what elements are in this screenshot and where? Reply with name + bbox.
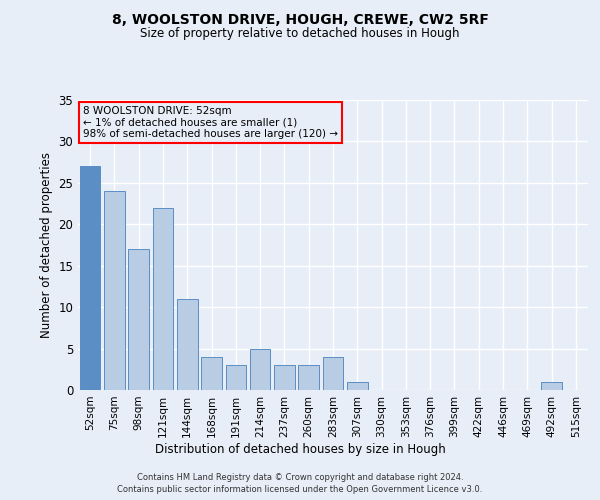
Text: Size of property relative to detached houses in Hough: Size of property relative to detached ho…	[140, 28, 460, 40]
Text: Contains HM Land Registry data © Crown copyright and database right 2024.: Contains HM Land Registry data © Crown c…	[137, 472, 463, 482]
Bar	[298, 365, 319, 390]
Text: Contains public sector information licensed under the Open Government Licence v3: Contains public sector information licen…	[118, 485, 482, 494]
Text: 8 WOOLSTON DRIVE: 52sqm
← 1% of detached houses are smaller (1)
98% of semi-deta: 8 WOOLSTON DRIVE: 52sqm ← 1% of detached…	[83, 106, 338, 139]
Y-axis label: Number of detached properties: Number of detached properties	[40, 152, 53, 338]
Bar	[541, 382, 562, 390]
Bar	[323, 357, 343, 390]
Bar	[128, 249, 149, 390]
Text: Distribution of detached houses by size in Hough: Distribution of detached houses by size …	[155, 442, 445, 456]
Bar	[226, 365, 246, 390]
Bar	[250, 348, 271, 390]
Bar	[274, 365, 295, 390]
Bar	[201, 357, 222, 390]
Bar	[104, 191, 125, 390]
Bar	[347, 382, 368, 390]
Bar	[80, 166, 100, 390]
Bar	[152, 208, 173, 390]
Bar	[177, 299, 197, 390]
Text: 8, WOOLSTON DRIVE, HOUGH, CREWE, CW2 5RF: 8, WOOLSTON DRIVE, HOUGH, CREWE, CW2 5RF	[112, 12, 488, 26]
